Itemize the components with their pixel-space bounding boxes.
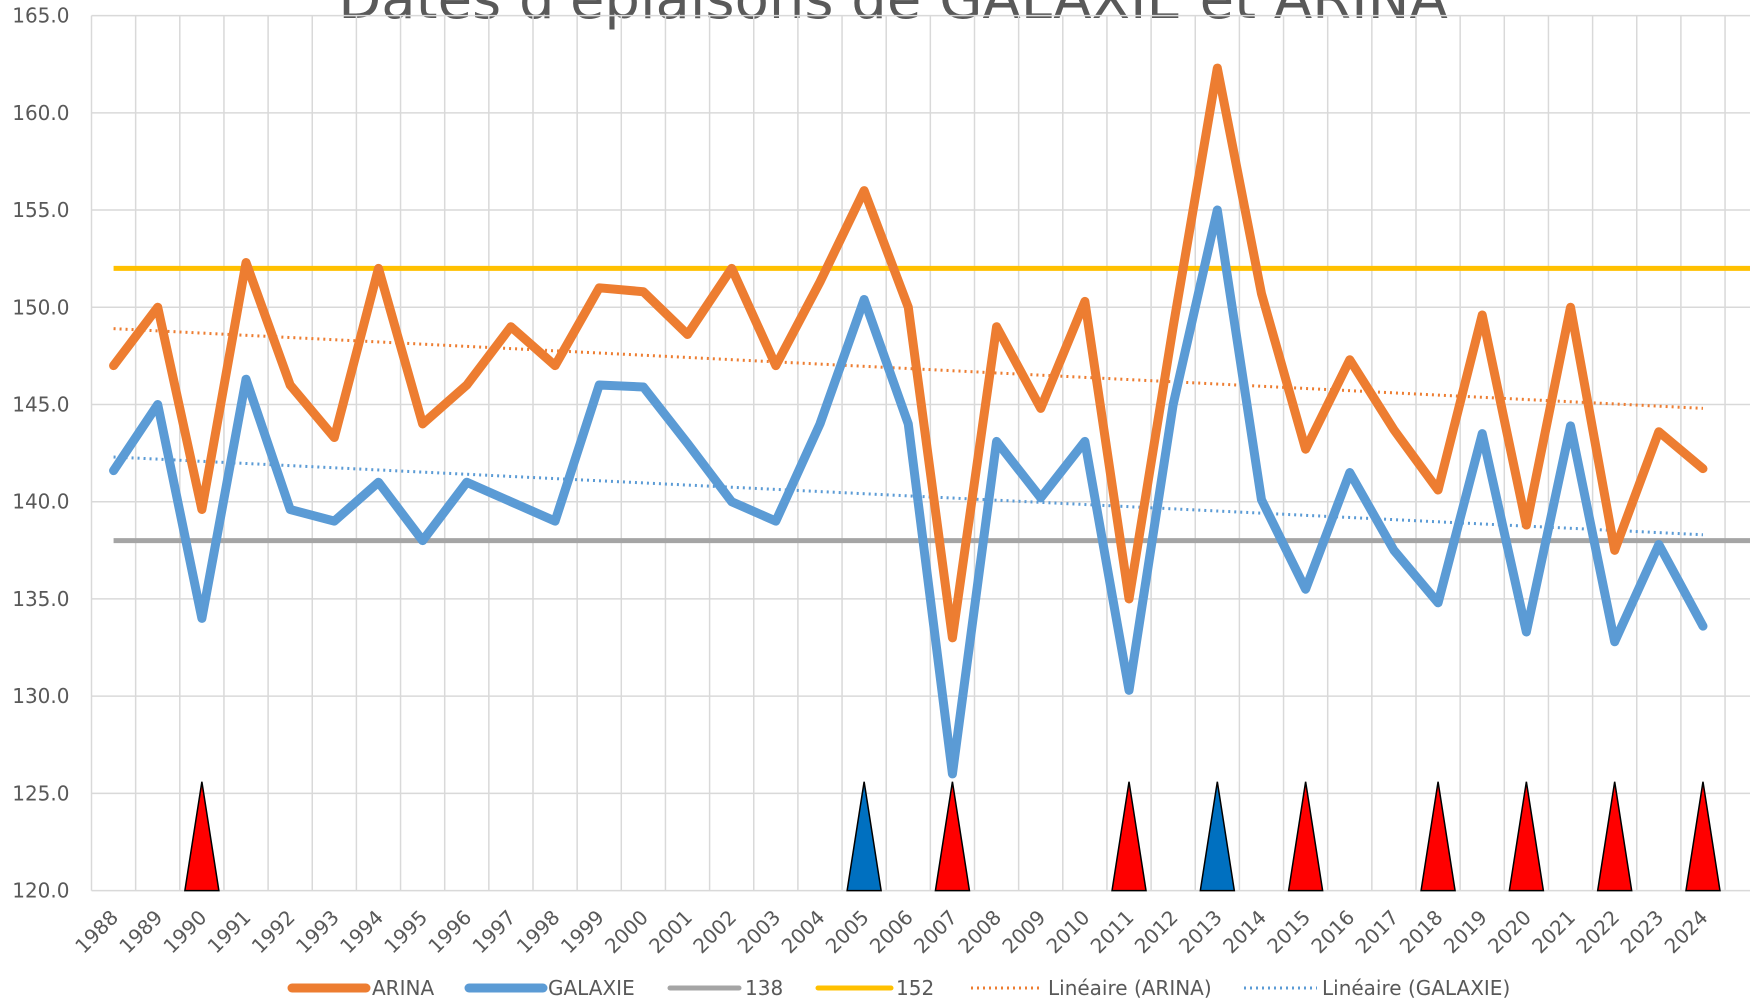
- marker-triangle: [1199, 781, 1236, 892]
- x-tick-label: 2008: [953, 905, 1006, 958]
- x-tick-label: 2001: [644, 905, 697, 958]
- marker-triangle: [1685, 781, 1721, 892]
- x-tick-label: 1989: [114, 905, 167, 958]
- y-tick-label: 165.0: [12, 4, 69, 28]
- trendline: [113, 327, 1704, 410]
- x-tick-label: 1994: [335, 905, 388, 958]
- x-tick-label: 1988: [70, 905, 123, 958]
- marker-triangle: [1596, 781, 1633, 892]
- x-tick-label: 2006: [865, 905, 918, 958]
- legend-label: Linéaire (ARINA): [1048, 976, 1212, 1000]
- marker-triangle: [1508, 781, 1545, 892]
- x-tick-label: 2023: [1615, 905, 1668, 958]
- series-line: [109, 63, 1708, 643]
- x-tick-label: 2000: [600, 905, 653, 958]
- legend-label: 138: [745, 976, 783, 1000]
- x-tick-label: 2019: [1439, 905, 1492, 958]
- x-tick-label: 1991: [203, 905, 256, 958]
- y-tick-label: 145.0: [12, 392, 69, 416]
- y-tick-label: 155.0: [12, 198, 69, 222]
- x-tick-label: 2024: [1660, 905, 1713, 958]
- marker-triangle: [934, 781, 971, 892]
- x-tick-label: 2004: [777, 905, 830, 958]
- x-tick-label: 1999: [556, 905, 609, 958]
- x-tick-label: 2002: [688, 905, 741, 958]
- x-tick-label: 2017: [1350, 905, 1403, 958]
- y-tick-label: 150.0: [12, 295, 69, 319]
- x-tick-label: 2014: [1218, 905, 1271, 958]
- marker-triangle: [846, 781, 883, 892]
- y-tick-label: 140.0: [12, 490, 69, 514]
- x-tick-label: 1992: [247, 905, 300, 958]
- x-tick-label: 2011: [1086, 905, 1139, 958]
- marker-triangle: [183, 781, 220, 892]
- grid: [90, 14, 1750, 892]
- y-tick-label: 120.0: [12, 879, 69, 903]
- marker-triangle: [1420, 781, 1456, 892]
- legend-label: 152: [896, 976, 934, 1000]
- x-tick-label: 1997: [467, 905, 520, 958]
- x-tick-label: 2009: [997, 905, 1050, 958]
- x-tick-label: 2003: [732, 905, 785, 958]
- x-tick-label: 2022: [1571, 905, 1624, 958]
- x-tick-label: 1993: [291, 905, 344, 958]
- y-tick-label: 125.0: [12, 781, 69, 805]
- y-tick-label: 135.0: [12, 587, 69, 611]
- x-tick-label: 1995: [379, 905, 432, 958]
- x-tick-label: 2012: [1130, 905, 1183, 958]
- legend-label: GALAXIE: [548, 976, 635, 1000]
- series-line: [109, 205, 1708, 779]
- x-tick-label: 2015: [1262, 905, 1315, 958]
- x-tick-label: 2021: [1527, 905, 1580, 958]
- x-tick-label: 2005: [821, 905, 874, 958]
- x-tick-label: 2013: [1174, 905, 1227, 958]
- y-tick-label: 130.0: [12, 684, 69, 708]
- x-tick-label: 2016: [1306, 905, 1359, 958]
- x-tick-label: 1998: [512, 905, 565, 958]
- x-tick-label: 1996: [423, 905, 476, 958]
- x-tick-label: 2010: [1041, 905, 1094, 958]
- x-tick-label: 2018: [1395, 905, 1448, 958]
- trendline: [113, 455, 1704, 537]
- legend-label: Linéaire (GALAXIE): [1322, 976, 1510, 1000]
- legend-label: ARINA: [372, 976, 434, 1000]
- marker-triangle: [1111, 781, 1147, 892]
- marker-triangle: [1287, 781, 1324, 892]
- y-tick-label: 160.0: [12, 101, 69, 125]
- x-tick-label: 2007: [909, 905, 962, 958]
- x-tick-label: 2020: [1483, 905, 1536, 958]
- x-tick-label: 1990: [158, 905, 211, 958]
